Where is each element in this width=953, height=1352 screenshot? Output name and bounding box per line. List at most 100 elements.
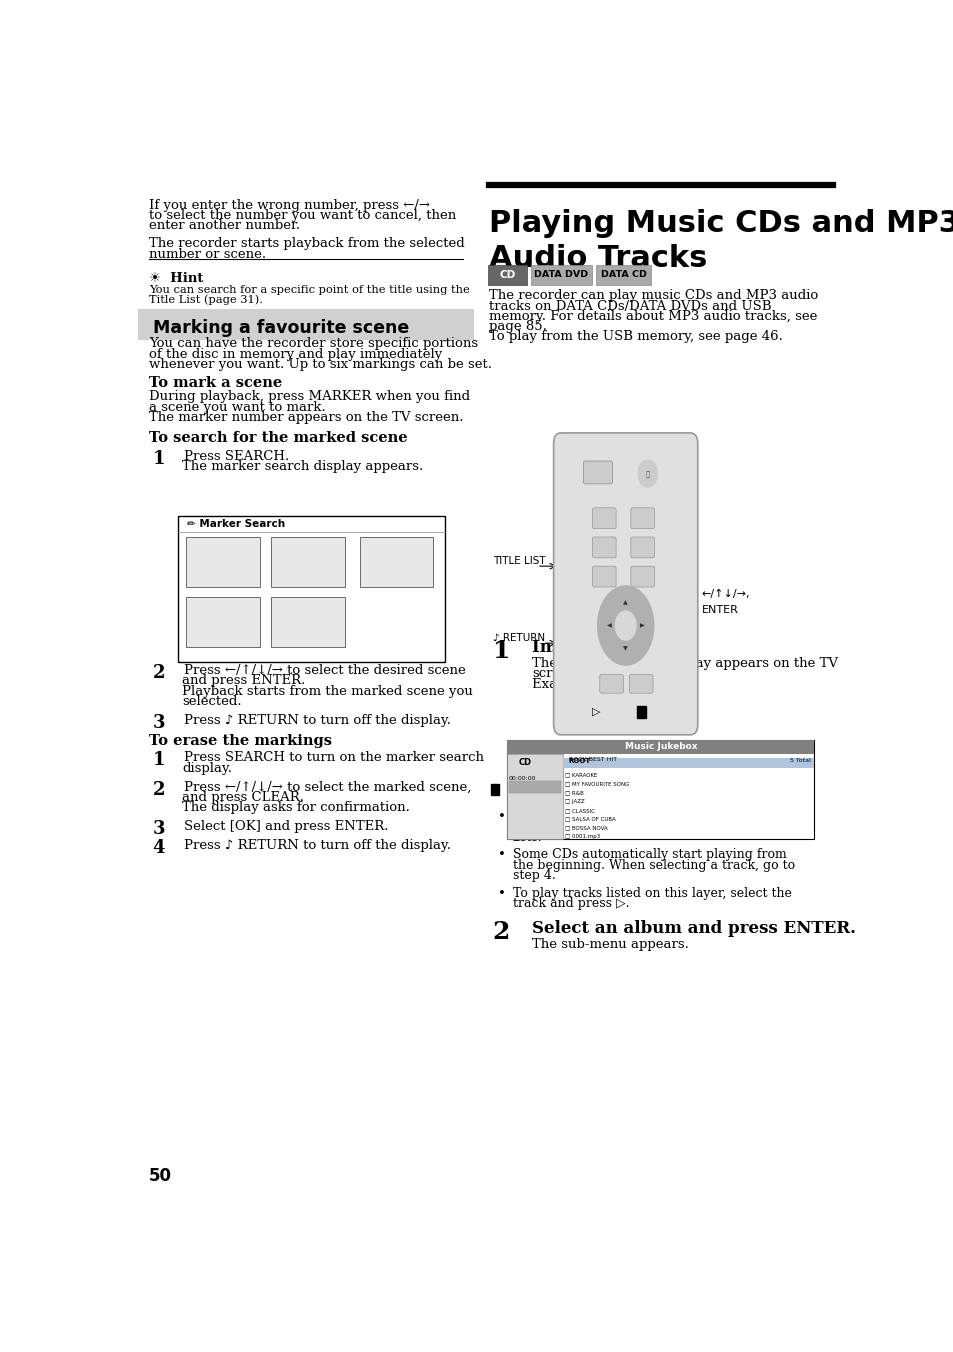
Text: ⏻: ⏻ (645, 470, 649, 477)
Text: Press SEARCH to turn on the marker search: Press SEARCH to turn on the marker searc… (184, 752, 484, 764)
Text: ◀: ◀ (606, 623, 611, 627)
Text: Playing Music CDs and MP3: Playing Music CDs and MP3 (488, 210, 953, 238)
Text: press TITLE LIST repeatedly to switch the: press TITLE LIST repeatedly to switch th… (512, 821, 781, 833)
Bar (507, 740, 813, 753)
Text: a scene you want to mark.: a scene you want to mark. (149, 400, 325, 414)
Text: to select the number you want to cancel, then: to select the number you want to cancel,… (149, 210, 456, 222)
Text: 50: 50 (149, 1167, 172, 1184)
Text: During playback, press MARKER when you find: During playback, press MARKER when you f… (149, 391, 470, 403)
Text: selected.: selected. (182, 695, 241, 708)
Circle shape (615, 611, 636, 639)
Circle shape (597, 585, 653, 665)
Text: The recorder starts playback from the selected: The recorder starts playback from the se… (149, 237, 464, 250)
Text: of the disc in memory and play immediately: of the disc in memory and play immediate… (149, 347, 441, 361)
Text: □ CLASSIC: □ CLASSIC (564, 807, 595, 813)
Text: The Music Jukebox display appears on the TV: The Music Jukebox display appears on the… (531, 657, 837, 669)
Text: If the Photo Album or Movie List appears,: If the Photo Album or Movie List appears… (512, 810, 778, 823)
Text: •: • (497, 887, 505, 900)
Bar (508, 780, 560, 794)
Text: ROCK BEST HIT: ROCK BEST HIT (568, 757, 617, 763)
Text: Example: DATA CDs: Example: DATA CDs (531, 677, 667, 691)
Text: 1: 1 (152, 450, 165, 468)
Text: track and press ▷.: track and press ▷. (512, 898, 628, 910)
Circle shape (638, 460, 657, 487)
Text: ▶: ▶ (639, 623, 643, 627)
Text: The marker number appears on the TV screen.: The marker number appears on the TV scre… (149, 411, 463, 425)
Bar (271, 598, 344, 648)
Text: The marker search display appears.: The marker search display appears. (182, 460, 423, 473)
Text: ENTER: ENTER (700, 604, 738, 615)
Text: To erase the markings: To erase the markings (149, 734, 332, 748)
Bar (186, 537, 259, 587)
Text: Press ←/↑/↓/→ to select the marked scene,: Press ←/↑/↓/→ to select the marked scene… (184, 780, 471, 794)
Text: Select [OK] and press ENTER.: Select [OK] and press ENTER. (184, 821, 389, 833)
Text: 1: 1 (492, 639, 510, 662)
Text: memory. For details about MP3 audio tracks, see: memory. For details about MP3 audio trac… (488, 310, 817, 323)
FancyBboxPatch shape (488, 265, 526, 285)
Text: page 85.: page 85. (488, 320, 546, 334)
Text: The recorder can play music CDs and MP3 audio: The recorder can play music CDs and MP3 … (488, 289, 818, 303)
Bar (562, 757, 813, 768)
Text: Playback starts from the marked scene you: Playback starts from the marked scene yo… (182, 685, 473, 698)
Text: ♪ RETURN: ♪ RETURN (492, 633, 544, 644)
FancyBboxPatch shape (592, 566, 616, 587)
Text: You can have the recorder store specific portions: You can have the recorder store specific… (149, 337, 477, 350)
FancyBboxPatch shape (599, 675, 623, 694)
Text: Insert a disc.: Insert a disc. (531, 639, 653, 656)
Text: Audio Tracks: Audio Tracks (488, 245, 706, 273)
Text: Press ♪ RETURN to turn off the display.: Press ♪ RETURN to turn off the display. (184, 714, 451, 727)
Text: ←/↑↓/→,: ←/↑↓/→, (700, 589, 749, 599)
Text: •: • (497, 848, 505, 861)
Text: enter another number.: enter another number. (149, 219, 299, 233)
Text: step 4.: step 4. (512, 869, 555, 882)
Text: To play from the USB memory, see page 46.: To play from the USB memory, see page 46… (488, 330, 782, 343)
Text: ☀  Hint: ☀ Hint (149, 272, 203, 284)
Text: lists.: lists. (512, 830, 541, 844)
Text: •: • (497, 810, 505, 823)
Bar (507, 740, 813, 838)
Text: the beginning. When selecting a track, go to: the beginning. When selecting a track, g… (512, 859, 794, 872)
Text: □ R&B: □ R&B (564, 790, 583, 795)
Text: tracks on DATA CDs/DATA DVDs and USB: tracks on DATA CDs/DATA DVDs and USB (488, 300, 771, 312)
Text: To mark a scene: To mark a scene (149, 376, 282, 389)
Text: Music Jukebox: Music Jukebox (624, 742, 697, 752)
Text: 4: 4 (152, 838, 165, 857)
Text: DATA DVD: DATA DVD (534, 270, 588, 279)
FancyBboxPatch shape (630, 537, 654, 558)
Text: You can search for a specific point of the title using the: You can search for a specific point of t… (149, 285, 469, 295)
Text: ✏ Marker Search: ✏ Marker Search (187, 519, 285, 530)
Text: Marking a favourite scene: Marking a favourite scene (152, 319, 408, 338)
Bar (178, 516, 444, 662)
Text: □ SALSA OF CUBA: □ SALSA OF CUBA (564, 817, 616, 822)
Text: DATA CD: DATA CD (600, 270, 646, 279)
Text: and press ENTER.: and press ENTER. (182, 675, 305, 687)
Text: □ KARAOKE: □ KARAOKE (564, 772, 597, 777)
Text: Press ←/↑/↓/→ to select the desired scene: Press ←/↑/↓/→ to select the desired scen… (184, 664, 466, 677)
Text: To play tracks listed on this layer, select the: To play tracks listed on this layer, sel… (512, 887, 791, 900)
Text: □ BOSSA NOVA: □ BOSSA NOVA (564, 825, 607, 830)
Text: Some CDs automatically start playing from: Some CDs automatically start playing fro… (512, 848, 785, 861)
Text: ▲: ▲ (622, 600, 627, 606)
FancyBboxPatch shape (553, 433, 697, 735)
Text: Press ♪ RETURN to turn off the display.: Press ♪ RETURN to turn off the display. (184, 838, 451, 852)
Text: whenever you want. Up to six markings can be set.: whenever you want. Up to six markings ca… (149, 358, 492, 370)
Text: screen.: screen. (531, 667, 580, 680)
FancyBboxPatch shape (630, 508, 654, 529)
Text: ▼: ▼ (622, 646, 627, 650)
Text: 3: 3 (152, 714, 165, 731)
Bar (491, 784, 498, 795)
Text: TITLE LIST: TITLE LIST (492, 556, 545, 566)
Bar (271, 537, 344, 587)
Text: 2: 2 (152, 780, 165, 799)
FancyBboxPatch shape (583, 461, 612, 484)
Bar (507, 753, 562, 838)
Text: 2: 2 (152, 664, 165, 681)
FancyBboxPatch shape (592, 537, 616, 558)
Text: The sub-menu appears.: The sub-menu appears. (531, 938, 688, 950)
Text: □ 0001.mp3: □ 0001.mp3 (564, 834, 599, 840)
Text: 2: 2 (492, 921, 510, 944)
Text: display.: display. (182, 763, 232, 775)
Text: If you enter the wrong number, press ←/→: If you enter the wrong number, press ←/→ (149, 199, 430, 212)
Text: The display asks for confirmation.: The display asks for confirmation. (182, 802, 410, 814)
Text: □ JAZZ: □ JAZZ (564, 799, 584, 804)
